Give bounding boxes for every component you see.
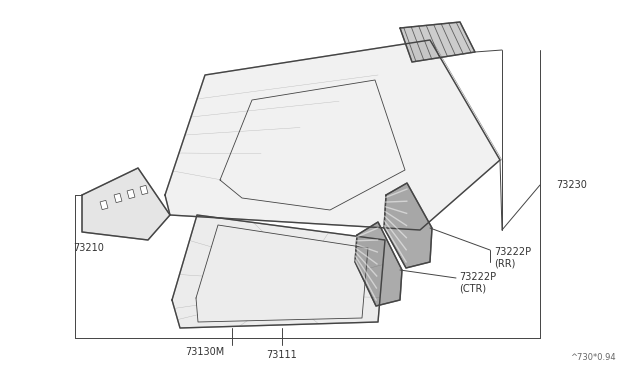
Text: 73230: 73230 xyxy=(556,180,587,190)
Polygon shape xyxy=(355,222,402,306)
Polygon shape xyxy=(400,22,475,62)
Polygon shape xyxy=(384,183,432,268)
Text: ^730*0.94: ^730*0.94 xyxy=(570,353,616,362)
Bar xyxy=(140,185,148,195)
Bar xyxy=(127,189,135,199)
Text: 73111: 73111 xyxy=(267,350,298,360)
Text: 73210: 73210 xyxy=(73,243,104,253)
Text: 73222P
(RR): 73222P (RR) xyxy=(494,247,531,269)
Text: 73222P
(CTR): 73222P (CTR) xyxy=(459,272,496,294)
Polygon shape xyxy=(172,215,385,328)
Bar xyxy=(100,201,108,210)
Bar xyxy=(114,193,122,203)
Polygon shape xyxy=(165,40,500,230)
Polygon shape xyxy=(82,168,170,240)
Text: 73130M: 73130M xyxy=(186,347,225,357)
